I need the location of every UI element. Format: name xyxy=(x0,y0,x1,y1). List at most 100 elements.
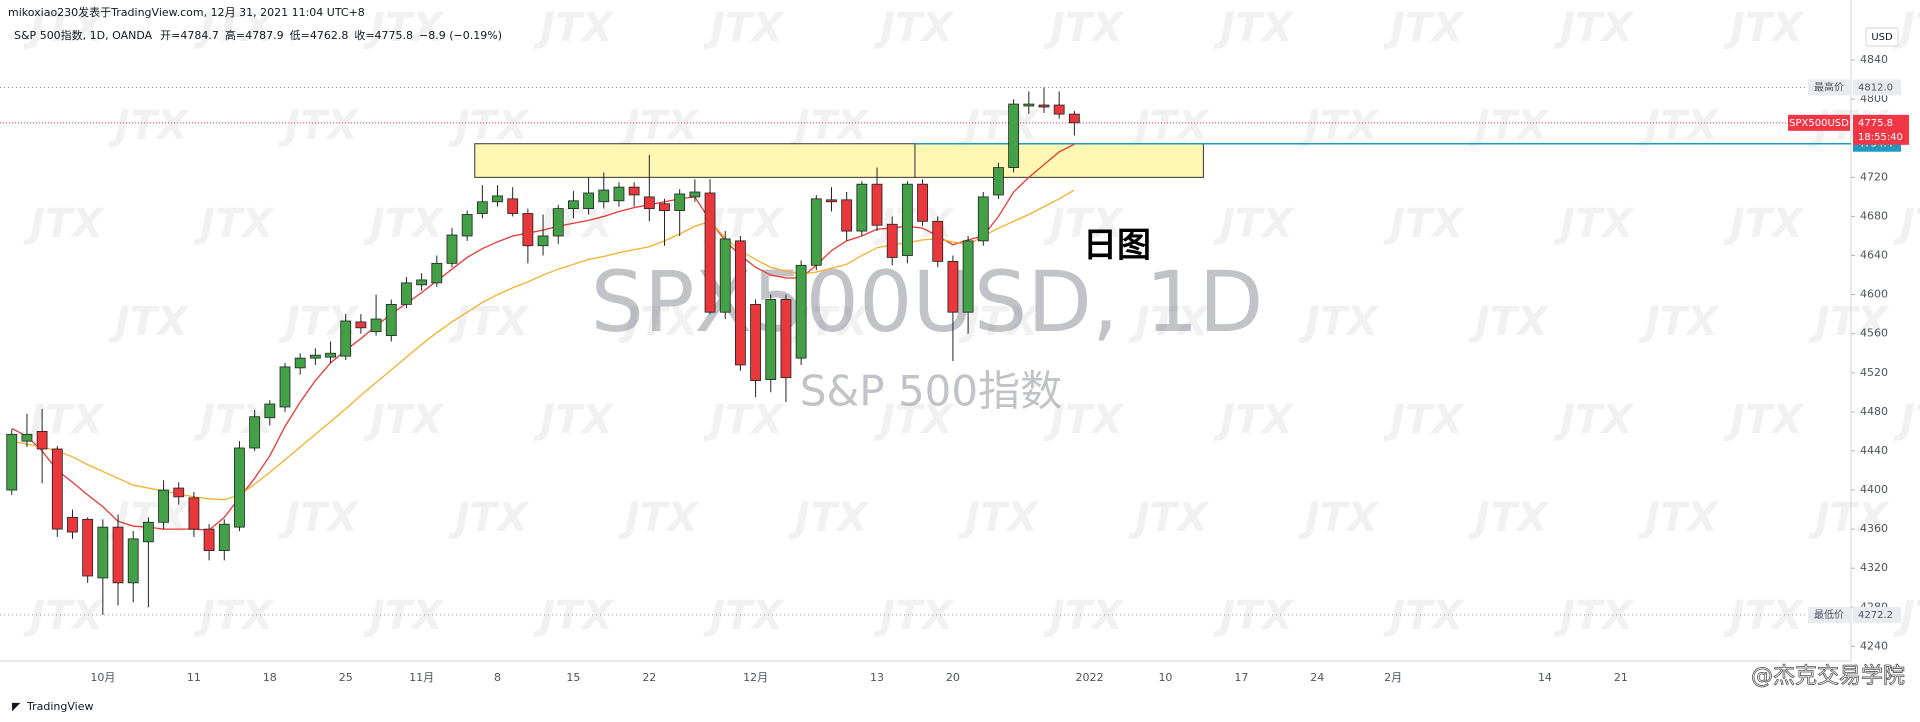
change: −8.9 (−0.19%) xyxy=(419,29,502,42)
brand-watermark: JTX xyxy=(618,103,700,149)
price-line-value: 4272.2 xyxy=(1858,610,1893,621)
zone xyxy=(914,143,1204,178)
brand-watermark: JTX xyxy=(1298,299,1380,345)
zone xyxy=(474,143,916,178)
candle-body xyxy=(51,448,63,530)
candle-body xyxy=(279,366,291,408)
candle-body xyxy=(962,240,974,313)
x-tick-label: 25 xyxy=(339,671,353,684)
candle-body xyxy=(309,354,321,359)
brand-watermark: JTX xyxy=(1298,103,1380,149)
candle-body xyxy=(628,186,640,196)
symbol-title: S&P 500指数, 1D, OANDA xyxy=(14,28,153,42)
candle-body xyxy=(871,183,883,226)
brand-watermark: JTX xyxy=(1638,299,1720,345)
brand-watermark: JTX xyxy=(448,103,530,149)
y-tick-label: 4360 xyxy=(1860,522,1888,535)
brand-watermark: JTX xyxy=(1213,593,1295,639)
brand-watermark: JTX xyxy=(108,103,190,149)
price-line-name-box xyxy=(1808,606,1850,623)
candle-body xyxy=(826,199,837,203)
y-tick-label: 4320 xyxy=(1860,561,1888,574)
y-tick-label: 4440 xyxy=(1860,444,1888,457)
candle-body xyxy=(6,433,18,491)
brand-watermark: JTX xyxy=(1128,103,1210,149)
brand-watermark: JTX xyxy=(1468,495,1550,541)
candle-body xyxy=(492,195,503,203)
candle-body xyxy=(340,320,352,357)
legend: S&P 500指数, 1D, OANDA 开=4784.7 高=4787.9 低=47… xyxy=(14,28,502,42)
candle-body xyxy=(385,303,397,337)
y-tick-label: 4720 xyxy=(1860,170,1888,183)
brand-watermark: JTX xyxy=(1128,495,1210,541)
brand-watermark: JTX xyxy=(278,103,360,149)
candle-body xyxy=(841,199,853,232)
high-value: 4787.9 xyxy=(245,29,284,42)
brand-watermark: JTX xyxy=(1043,397,1125,443)
close-value: 4775.8 xyxy=(375,29,414,42)
watermarks: JTX JTX JTX JTX JTX JTX JTX JTX JTX JTX JTX JTX JTX J… xyxy=(23,5,1920,639)
price-line-name: 最高价 xyxy=(1814,80,1844,93)
brand-watermark: JTX xyxy=(1213,397,1295,443)
candle-body xyxy=(735,240,746,366)
y-tick-label: 4840 xyxy=(1860,53,1888,66)
candle-body xyxy=(719,238,731,313)
brand-watermark: JTX xyxy=(1043,201,1125,247)
price-line-name-box xyxy=(1808,79,1850,96)
brand-watermark: JTX xyxy=(278,495,360,541)
brand-watermark: JTX xyxy=(1723,5,1805,51)
y-tick-label: 4480 xyxy=(1860,405,1888,418)
candle-body xyxy=(674,193,686,211)
brand-watermark: JTX xyxy=(1383,5,1465,51)
brand-watermark: JTX xyxy=(1893,397,1920,443)
candle-body xyxy=(416,279,428,286)
brand-watermark: JTX xyxy=(363,201,445,247)
brand-watermark: JTX xyxy=(1553,201,1635,247)
candle-body xyxy=(127,538,139,584)
x-tick-label: 2022 xyxy=(1076,671,1104,684)
currency-box[interactable] xyxy=(1865,27,1899,47)
candle-body xyxy=(218,523,230,551)
y-tick-label: 4640 xyxy=(1860,249,1888,262)
tv-logo: ◤ xyxy=(12,700,21,713)
brand-watermark: JTX xyxy=(618,495,700,541)
brand-watermark: JTX xyxy=(533,5,615,51)
candle-body xyxy=(82,518,94,577)
brand-watermark: JTX xyxy=(788,103,870,149)
x-tick-label: 11 xyxy=(187,671,201,684)
brand-watermark: JTX xyxy=(1298,495,1380,541)
candle-body xyxy=(1068,113,1080,124)
x-tick-label: 13 xyxy=(870,671,884,684)
candle-body xyxy=(1053,104,1065,115)
symbol-watermark-subtitle: S&P 500指数 xyxy=(800,367,1062,416)
candle-body xyxy=(401,282,412,305)
brand-watermark: JTX xyxy=(193,593,275,639)
candle-body xyxy=(507,198,519,214)
brand-watermark: JTX xyxy=(193,201,275,247)
x-tick-label: 10月 xyxy=(90,671,115,684)
brand-watermark: JTX xyxy=(703,397,785,443)
last-price-value: 4775.8 xyxy=(1858,118,1893,129)
brand-watermark: JTX xyxy=(448,299,530,345)
price-line-value-box xyxy=(1853,79,1901,96)
brand-watermark: JTX xyxy=(1893,201,1920,247)
candle-body xyxy=(249,416,261,449)
brand-watermark: JTX xyxy=(23,593,105,639)
y-tick-label: 4600 xyxy=(1860,288,1888,301)
candle-body xyxy=(901,183,913,256)
brand-watermark: JTX xyxy=(1043,593,1125,639)
candle-body xyxy=(659,203,670,211)
open-label: 开= xyxy=(160,29,180,42)
candle-body xyxy=(583,192,594,210)
brand-watermark: JTX xyxy=(1808,495,1890,541)
brand-watermark: JTX xyxy=(1553,397,1635,443)
candle-body xyxy=(689,191,701,198)
brand-watermark: JTX xyxy=(1723,201,1805,247)
candle-body xyxy=(568,200,579,210)
brand-watermark: JTX xyxy=(448,495,530,541)
brand-watermark: JTX xyxy=(193,397,275,443)
high-label: 高= xyxy=(225,28,245,42)
x-tick-label: 8 xyxy=(494,671,501,684)
candle-body xyxy=(917,183,928,222)
